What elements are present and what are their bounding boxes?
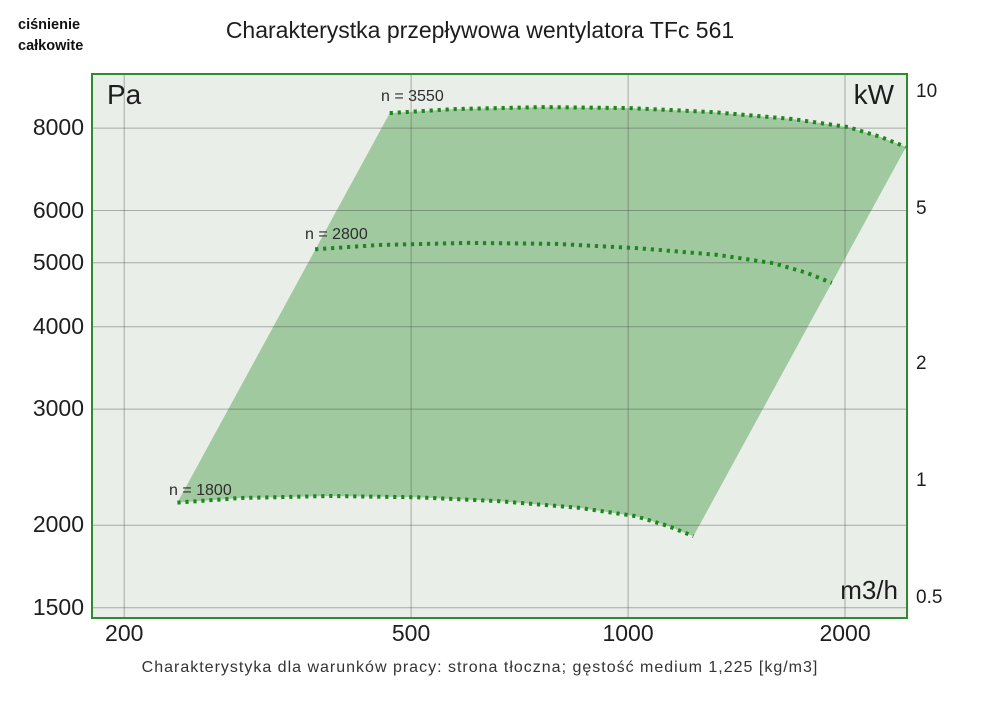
left-axis-tick-5000: 5000 (32, 248, 84, 275)
curve-label-n3550: n = 3550 (381, 88, 444, 105)
right-axis-tick-5: 5 (916, 198, 927, 220)
plot-area: Pa kW m3/h n = 3550 n = 2800 n = 1800 (91, 73, 908, 619)
right-axis-tick-2: 2 (916, 353, 927, 375)
left-axis-tick-8000: 8000 (32, 114, 84, 141)
right-axis-tick-0.5: 0.5 (916, 587, 943, 609)
curve-label-n2800: n = 2800 (305, 226, 368, 243)
x-axis-tick-500: 500 (391, 620, 431, 646)
left-axis-tick-1500: 1500 (32, 593, 84, 620)
right-axis-tick-1: 1 (916, 470, 927, 492)
left-axis-unit-label: Pa (107, 79, 142, 110)
x-axis-unit-label: m3/h (840, 575, 898, 605)
chart-caption: Charakterystyka dla warunków pracy: stro… (141, 659, 819, 676)
pressure-type-line2: całkowite (18, 38, 84, 54)
left-axis-tick-2000: 2000 (32, 511, 84, 538)
right-axis-tick-10: 10 (916, 81, 938, 103)
right-axis-unit-label: kW (853, 79, 894, 110)
chart-title: Charakterystka przepływowa wentylatora T… (225, 17, 735, 43)
pressure-type-label: ciśnienie całkowite (18, 15, 83, 57)
chart-canvas (93, 75, 906, 617)
left-axis-tick-6000: 6000 (32, 196, 84, 223)
x-axis-tick-200: 200 (105, 620, 144, 646)
x-axis-tick-2000: 2000 (819, 620, 871, 646)
pressure-type-line1: ciśnienie (18, 17, 81, 33)
left-axis-tick-4000: 4000 (32, 312, 84, 339)
x-axis-tick-1000: 1000 (602, 620, 654, 646)
left-axis-tick-3000: 3000 (32, 395, 84, 422)
curve-label-n1800: n = 1800 (169, 482, 232, 499)
